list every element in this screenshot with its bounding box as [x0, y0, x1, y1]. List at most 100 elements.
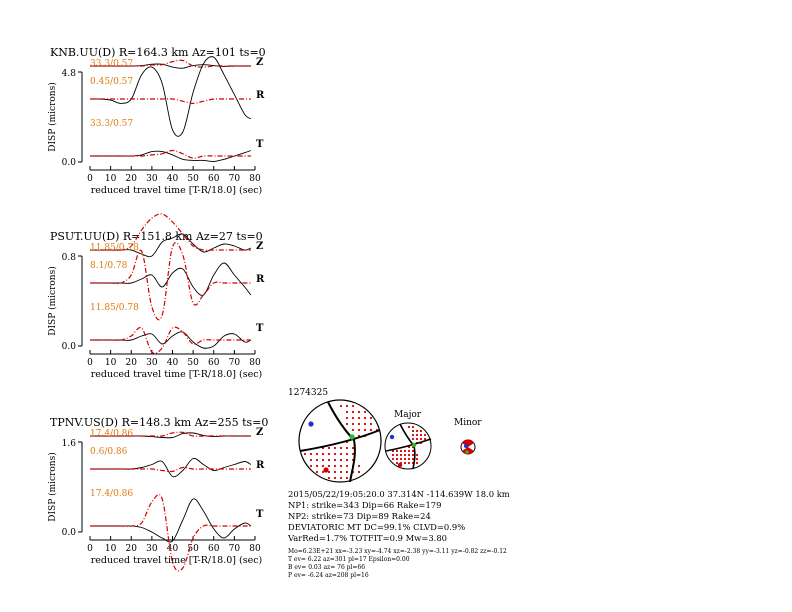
beachball-dot	[339, 476, 343, 480]
beachball-dot	[363, 422, 367, 426]
beachball-dot	[407, 449, 411, 453]
beachball-compression-dots	[303, 404, 379, 480]
beachball-dot	[321, 470, 325, 474]
beachball-dot	[333, 458, 337, 462]
x-tick-label: 30	[146, 174, 158, 184]
beachball-dot	[411, 433, 415, 437]
minor-label: Minor	[454, 418, 482, 428]
trace-shift-cc-label: 8.1/0.78	[90, 261, 128, 271]
component-label: R	[256, 90, 265, 101]
beachball-dot	[411, 453, 415, 457]
beachball-dot	[423, 437, 427, 441]
x-tick-label: 70	[229, 174, 241, 184]
beachball-dot	[327, 446, 331, 450]
major-label: Major	[394, 410, 422, 420]
beachball-dot	[351, 416, 355, 420]
beachball-dot	[357, 470, 361, 474]
solution-line-np1: NP1: strike=343 Dip=66 Rake=179	[288, 500, 441, 510]
beachball-dot	[309, 452, 313, 456]
beachball-dot	[407, 461, 411, 465]
x-tick-label: 20	[126, 358, 138, 368]
solution-line-origin: 2015/05/22/19:05:20.0 37.314N -114.639W …	[288, 489, 510, 499]
beachball-dot	[407, 457, 411, 461]
x-tick-label: 40	[167, 544, 179, 554]
b-axis-marker	[349, 434, 355, 440]
observed-waveform-r	[90, 457, 252, 478]
beachball-dot	[357, 410, 361, 414]
beachball-dot	[345, 410, 349, 414]
trace-shift-cc-label: 0.6/0.86	[90, 447, 128, 457]
beachball-dot	[351, 446, 355, 450]
beachball-dot	[351, 410, 355, 414]
trace-shift-cc-label: 17.4/0.86	[90, 429, 133, 439]
beachball-dot	[339, 470, 343, 474]
x-tick-label: 50	[187, 358, 199, 368]
waveform-panel: KNB.UU(D) R=164.3 km Az=101 ts=0 4.8 0.0 DI…	[47, 46, 266, 196]
beachball-dot	[419, 437, 423, 441]
beachball-dot	[315, 470, 319, 474]
beachball-dot	[391, 453, 395, 457]
beachball-dot	[411, 437, 415, 441]
x-tick-label: 50	[187, 174, 199, 184]
component-label: R	[256, 274, 265, 285]
x-axis-label: reduced travel time [T-R/18.0] (sec)	[91, 369, 262, 380]
x-tick-label: 10	[105, 544, 117, 554]
panel-title: KNB.UU(D) R=164.3 km Az=101 ts=0	[50, 46, 266, 59]
beachball-dot	[415, 437, 419, 441]
beachball-dot	[423, 433, 427, 437]
x-tick-label: 30	[146, 358, 158, 368]
x-tick-label: 80	[249, 358, 261, 368]
beachball-dot	[327, 476, 331, 480]
beachball-dot	[363, 416, 367, 420]
component-label: T	[256, 323, 264, 334]
y-tick-label: 4.8	[62, 69, 77, 79]
x-tick-label: 0	[87, 174, 93, 184]
x-tick-label: 70	[229, 544, 241, 554]
component-label: T	[256, 139, 264, 150]
waveform-panel: PSUT.UU(D) R=151.8 km Az=27 ts=0 0.8 0.0 DI…	[47, 213, 265, 380]
waveform-panel: TPNV.US(D) R=148.3 km Az=255 ts=0 1.6 0.0 D…	[47, 416, 268, 572]
beachball-dot	[415, 429, 419, 433]
beachball-dot	[345, 446, 349, 450]
x-tick-label: 40	[167, 358, 179, 368]
beachball-dot	[309, 464, 313, 468]
beachball-dot	[315, 464, 319, 468]
x-tick-label: 10	[105, 174, 117, 184]
beachball-dot	[363, 410, 367, 414]
x-tick-label: 10	[105, 358, 117, 368]
beachball-dot	[351, 404, 355, 408]
minor-p-axis-marker	[464, 444, 468, 448]
trace-shift-cc-label: 17.4/0.86	[90, 489, 133, 499]
synthetic-waveform-z	[90, 59, 251, 68]
trace-shift-cc-label: 11.85/0.78	[90, 303, 139, 313]
component-label: Z	[256, 241, 263, 252]
y-axis-label: DISP (microns)	[47, 452, 58, 521]
beachball-dot	[309, 458, 313, 462]
component-label: T	[256, 509, 264, 520]
beachball-dot	[395, 457, 399, 461]
synthetic-waveform-r	[90, 466, 251, 473]
solution-line-moment: Mo=6.23E+21 xx=-3.23 xy=-4.74 xz=-2.38 y…	[288, 548, 507, 555]
beachball-dot	[339, 446, 343, 450]
beachball-dot	[369, 428, 373, 432]
synthetic-waveform-t	[90, 326, 251, 354]
beachball-dot	[415, 457, 419, 461]
beachball-dot	[395, 453, 399, 457]
waveform-panels: KNB.UU(D) R=164.3 km Az=101 ts=0 4.8 0.0 DI…	[47, 46, 268, 572]
major-b-axis-marker	[411, 442, 417, 448]
beachball-dot	[403, 453, 407, 457]
component-label: Z	[256, 57, 263, 68]
beachball-dot	[345, 464, 349, 468]
beachball-dot	[415, 461, 419, 465]
x-tick-label: 60	[208, 358, 220, 368]
beachball-dot	[395, 449, 399, 453]
beachball-dot	[333, 464, 337, 468]
beachball-dot	[351, 422, 355, 426]
beachball-dot	[357, 464, 361, 468]
moment-tensor-summary: 1274325 Major Minor	[287, 388, 510, 579]
beachball-dot	[321, 458, 325, 462]
beachball-dot	[315, 458, 319, 462]
solution-line-fit: VarRed=1.7% TOTFIT=0.9 Mw=3.80	[287, 533, 447, 543]
synthetic-waveform-t	[90, 493, 251, 572]
